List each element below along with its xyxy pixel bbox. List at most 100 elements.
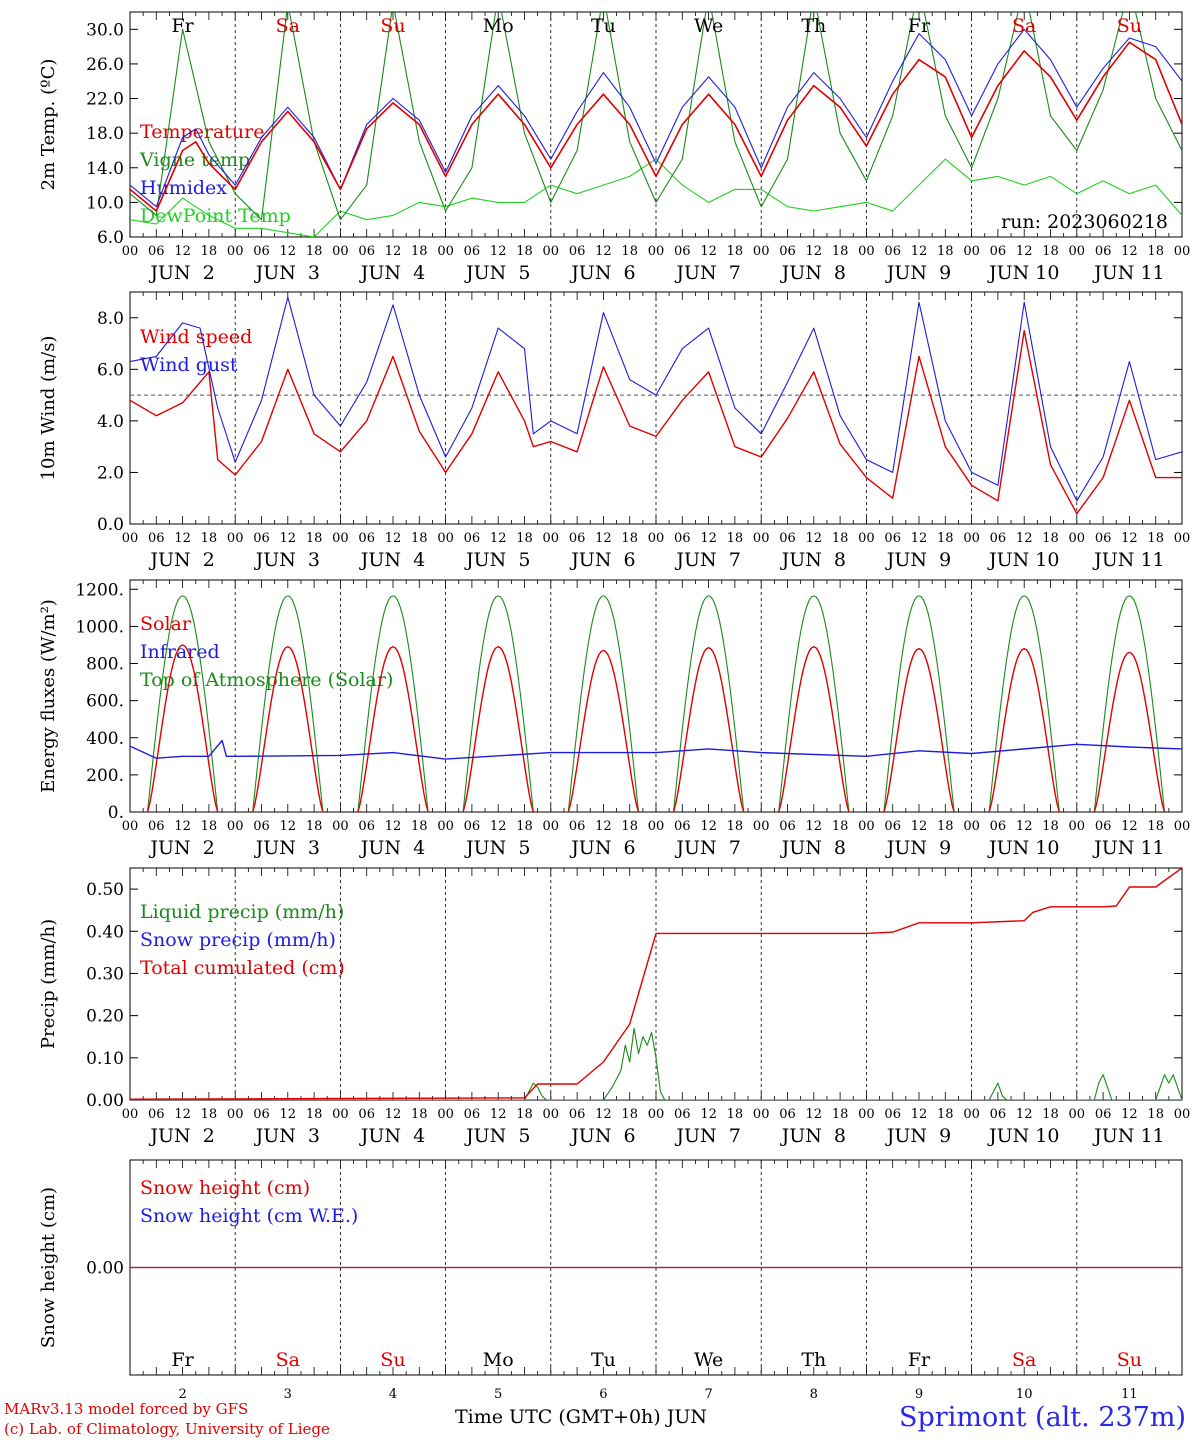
temp-legend-3: DewPoint Temp: [140, 205, 291, 227]
wind-y-tick-label: 4.0: [97, 412, 124, 432]
temp-hour-label: 00: [1174, 244, 1191, 259]
precip-hour-label: 12: [700, 1107, 717, 1122]
day-number-label: 11: [1121, 1387, 1138, 1402]
precip-hour-label: 06: [779, 1107, 796, 1122]
energy-y-tick-label: 1200.: [75, 580, 124, 600]
temp-day-label: JUN 2: [148, 262, 214, 284]
series-solar-day: [567, 649, 640, 812]
wind-hour-label: 12: [595, 531, 612, 546]
precip-hour-label: 06: [569, 1107, 586, 1122]
series-total-cumulated-cm-: [130, 868, 1182, 1100]
wind-hour-label: 00: [963, 531, 980, 546]
wind-hour-label: 12: [280, 531, 297, 546]
energy-day-label: JUN 8: [780, 837, 846, 859]
wind-hour-label: 06: [990, 531, 1007, 546]
wind-hour-label: 06: [253, 531, 270, 546]
temp-hour-label: 18: [1147, 244, 1164, 259]
temp-day-label: JUN 4: [359, 262, 425, 284]
temp-hour-label: 00: [332, 244, 349, 259]
precip-hour-label: 06: [358, 1107, 375, 1122]
weekday-label-bottom: Su: [1117, 1349, 1142, 1371]
temp-hour-label: 12: [806, 244, 823, 259]
energy-hour-label: 00: [332, 819, 349, 834]
temp-hour-label: 00: [227, 244, 244, 259]
series-solar-day: [883, 647, 955, 812]
energy-y-axis-label: Energy fluxes (W/m²): [38, 599, 59, 793]
wind-y-tick-label: 0.0: [97, 515, 124, 535]
precip-day-label: JUN 2: [148, 1125, 214, 1147]
series-top-of-atmosphere-day: [567, 595, 640, 812]
series-liquid-precip-mm-h-: [130, 1027, 1182, 1100]
weekday-label-top: Sa: [1012, 15, 1036, 37]
energy-day-label: JUN 10: [987, 837, 1059, 859]
precip-hour-label: 00: [122, 1107, 139, 1122]
precip-hour-label: 18: [727, 1107, 744, 1122]
energy-hour-label: 18: [727, 819, 744, 834]
energy-hour-label: 06: [148, 819, 165, 834]
energy-hour-label: 06: [358, 819, 375, 834]
series-solar-day: [1093, 651, 1166, 812]
temp-hour-label: 06: [884, 244, 901, 259]
precip-hour-label: 18: [306, 1107, 323, 1122]
temp-y-tick-label: 6.0: [97, 228, 124, 248]
precip-hour-label: 12: [1016, 1107, 1033, 1122]
energy-hour-label: 18: [937, 819, 954, 834]
series-top-of-atmosphere-day: [252, 595, 324, 812]
temp-hour-label: 00: [1069, 244, 1086, 259]
run-label: run: 2023060218: [1001, 211, 1168, 233]
weekday-label-top: Tu: [591, 15, 616, 37]
precip-hour-label: 18: [201, 1107, 218, 1122]
wind-hour-label: 12: [174, 531, 191, 546]
energy-day-label: JUN 3: [254, 837, 320, 859]
precip-hour-label: 12: [385, 1107, 402, 1122]
wind-legend-0: Wind speed: [140, 326, 252, 348]
precip-hour-label: 00: [753, 1107, 770, 1122]
energy-hour-label: 06: [569, 819, 586, 834]
energy-hour-label: 00: [963, 819, 980, 834]
wind-y-tick-label: 6.0: [97, 360, 124, 380]
precip-hour-label: 12: [1121, 1107, 1138, 1122]
temp-hour-label: 00: [963, 244, 980, 259]
day-number-label: 4: [389, 1387, 397, 1402]
wind-day-label: JUN 8: [780, 549, 846, 571]
precip-y-axis-label: Precip (mm/h): [38, 919, 59, 1049]
day-number-label: 9: [915, 1387, 923, 1402]
temp-hour-label: 12: [280, 244, 297, 259]
wind-day-label: JUN 3: [254, 549, 320, 571]
temp-frame: [129, 11, 1183, 238]
wind-hour-label: 18: [411, 531, 428, 546]
weekday-label-bottom: We: [694, 1349, 723, 1371]
temp-hour-label: 12: [911, 244, 928, 259]
temp-hour-label: 12: [385, 244, 402, 259]
energy-hour-label: 00: [1174, 819, 1191, 834]
energy-hour-label: 18: [1042, 819, 1059, 834]
series-top-of-atmosphere-day: [883, 595, 955, 812]
station-name: Sprimont (alt. 237m): [899, 1402, 1186, 1433]
energy-hour-label: 00: [753, 819, 770, 834]
wind-hour-label: 06: [779, 531, 796, 546]
wind-y-tick-label: 2.0: [97, 463, 124, 483]
series-solar-day: [778, 646, 850, 812]
temp-hour-label: 00: [437, 244, 454, 259]
precip-day-label: JUN 7: [674, 1125, 740, 1147]
precip-hour-label: 12: [174, 1107, 191, 1122]
energy-day-label: JUN 11: [1092, 837, 1164, 859]
series-top-of-atmosphere-day: [1093, 595, 1166, 812]
energy-hour-label: 06: [674, 819, 691, 834]
series-top-of-atmosphere-day: [672, 595, 745, 812]
precip-hour-label: 06: [884, 1107, 901, 1122]
temp-day-label: JUN 5: [464, 262, 530, 284]
temp-hour-label: 18: [937, 244, 954, 259]
temp-day-label: JUN 7: [674, 262, 740, 284]
temp-y-tick-label: 30.0: [86, 20, 124, 40]
energy-hour-label: 18: [832, 819, 849, 834]
temp-hour-label: 00: [753, 244, 770, 259]
wind-day-label: JUN 10: [987, 549, 1059, 571]
energy-hour-label: 12: [490, 819, 507, 834]
energy-hour-label: 12: [280, 819, 297, 834]
wind-hour-label: 18: [832, 531, 849, 546]
temp-plot-area: [130, 12, 1182, 237]
wind-hour-label: 06: [569, 531, 586, 546]
wind-hour-label: 00: [1069, 531, 1086, 546]
precip-hour-label: 06: [464, 1107, 481, 1122]
